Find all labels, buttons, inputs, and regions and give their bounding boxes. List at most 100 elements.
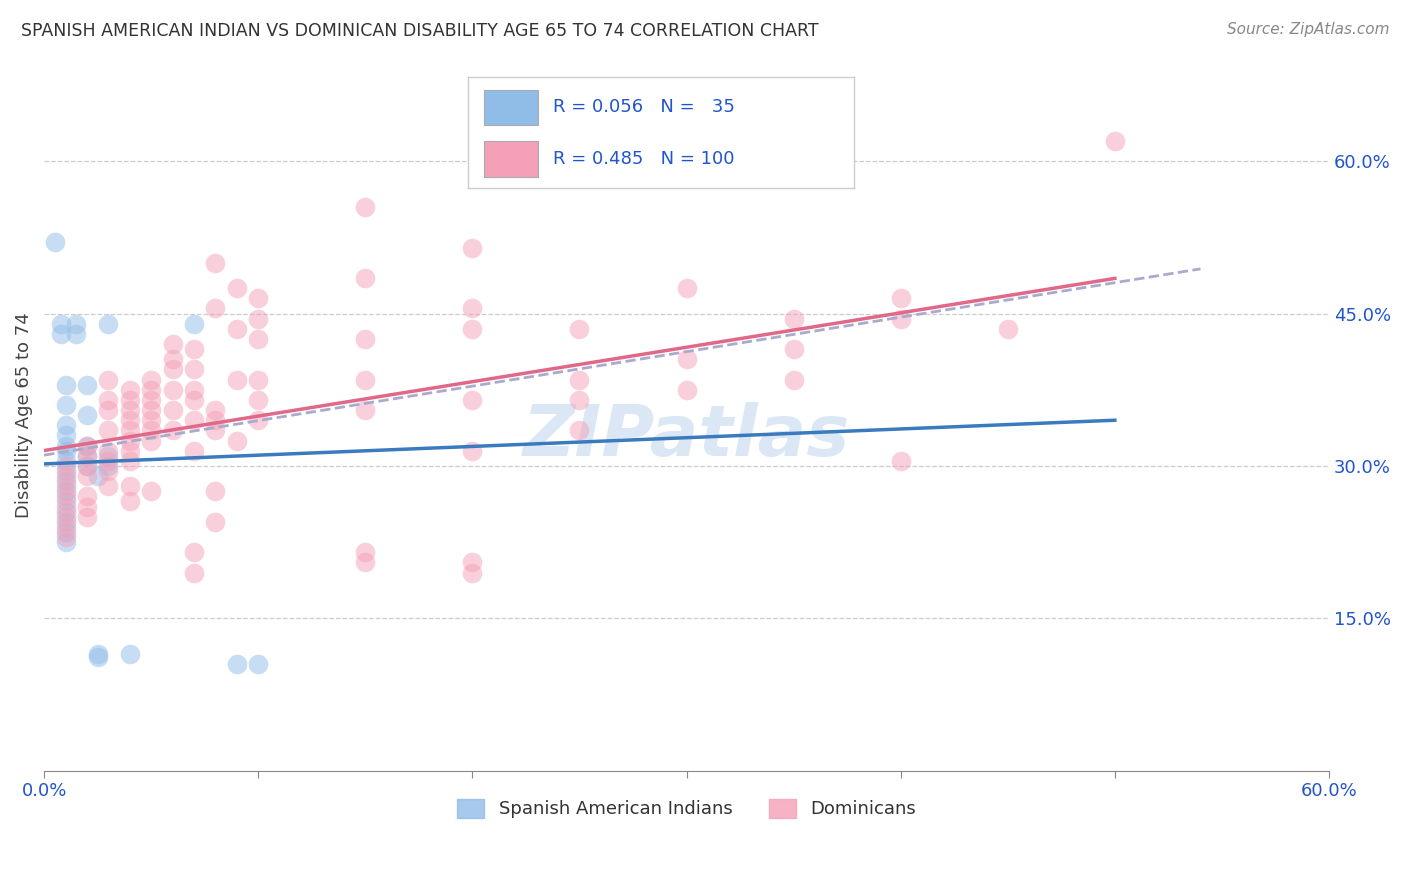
- Point: [204, 301, 226, 316]
- Point: [568, 373, 591, 387]
- Point: [568, 392, 591, 407]
- Point: [225, 657, 247, 671]
- Point: [247, 311, 270, 326]
- Point: [354, 271, 377, 285]
- Point: [65, 326, 87, 341]
- Point: [97, 479, 120, 493]
- Point: [55, 418, 77, 433]
- Point: [141, 403, 163, 417]
- Point: [97, 458, 120, 473]
- Point: [568, 322, 591, 336]
- Point: [97, 423, 120, 437]
- Text: Source: ZipAtlas.com: Source: ZipAtlas.com: [1226, 22, 1389, 37]
- Point: [183, 566, 205, 580]
- Point: [204, 256, 226, 270]
- Point: [141, 413, 163, 427]
- Point: [461, 322, 484, 336]
- Point: [76, 458, 98, 473]
- Point: [461, 392, 484, 407]
- Point: [55, 469, 77, 483]
- Point: [118, 454, 141, 468]
- Point: [675, 352, 697, 367]
- Point: [55, 500, 77, 514]
- Point: [225, 281, 247, 295]
- Point: [118, 434, 141, 448]
- Point: [55, 509, 77, 524]
- Point: [247, 332, 270, 346]
- Point: [55, 535, 77, 549]
- Point: [141, 434, 163, 448]
- Point: [55, 524, 77, 539]
- Point: [55, 520, 77, 534]
- Point: [247, 291, 270, 305]
- Point: [675, 281, 697, 295]
- Point: [55, 464, 77, 478]
- Point: [118, 479, 141, 493]
- Point: [204, 403, 226, 417]
- Point: [183, 392, 205, 407]
- Point: [354, 200, 377, 214]
- Point: [141, 484, 163, 499]
- Point: [97, 373, 120, 387]
- Point: [118, 392, 141, 407]
- Point: [76, 439, 98, 453]
- Point: [97, 317, 120, 331]
- Point: [890, 291, 912, 305]
- Point: [247, 392, 270, 407]
- Point: [204, 413, 226, 427]
- Point: [782, 373, 804, 387]
- Point: [55, 479, 77, 493]
- Point: [461, 241, 484, 255]
- Point: [97, 454, 120, 468]
- Point: [162, 383, 184, 397]
- Point: [55, 398, 77, 412]
- Point: [183, 443, 205, 458]
- Point: [890, 454, 912, 468]
- Point: [51, 326, 73, 341]
- Point: [97, 443, 120, 458]
- Point: [247, 413, 270, 427]
- Point: [204, 484, 226, 499]
- Point: [568, 423, 591, 437]
- Point: [461, 301, 484, 316]
- Point: [97, 392, 120, 407]
- Point: [162, 403, 184, 417]
- Point: [247, 657, 270, 671]
- Point: [76, 469, 98, 483]
- Point: [118, 413, 141, 427]
- Point: [354, 556, 377, 570]
- Point: [461, 443, 484, 458]
- Point: [76, 500, 98, 514]
- Point: [354, 545, 377, 559]
- Point: [141, 423, 163, 437]
- Point: [204, 423, 226, 437]
- Point: [162, 337, 184, 351]
- Point: [86, 469, 108, 483]
- Point: [118, 383, 141, 397]
- Point: [55, 515, 77, 529]
- Point: [55, 490, 77, 504]
- Point: [183, 342, 205, 356]
- Point: [118, 443, 141, 458]
- Point: [55, 377, 77, 392]
- Point: [118, 403, 141, 417]
- Point: [162, 352, 184, 367]
- Point: [183, 362, 205, 376]
- Point: [354, 403, 377, 417]
- Point: [162, 362, 184, 376]
- Point: [354, 332, 377, 346]
- Point: [183, 413, 205, 427]
- Point: [76, 377, 98, 392]
- Point: [55, 458, 77, 473]
- Text: SPANISH AMERICAN INDIAN VS DOMINICAN DISABILITY AGE 65 TO 74 CORRELATION CHART: SPANISH AMERICAN INDIAN VS DOMINICAN DIS…: [21, 22, 818, 40]
- Point: [225, 322, 247, 336]
- Point: [97, 403, 120, 417]
- Legend: Spanish American Indians, Dominicans: Spanish American Indians, Dominicans: [450, 792, 924, 826]
- Point: [86, 647, 108, 661]
- Point: [461, 566, 484, 580]
- Point: [55, 428, 77, 442]
- Point: [890, 311, 912, 326]
- Y-axis label: Disability Age 65 to 74: Disability Age 65 to 74: [15, 312, 32, 518]
- Point: [55, 443, 77, 458]
- Point: [76, 490, 98, 504]
